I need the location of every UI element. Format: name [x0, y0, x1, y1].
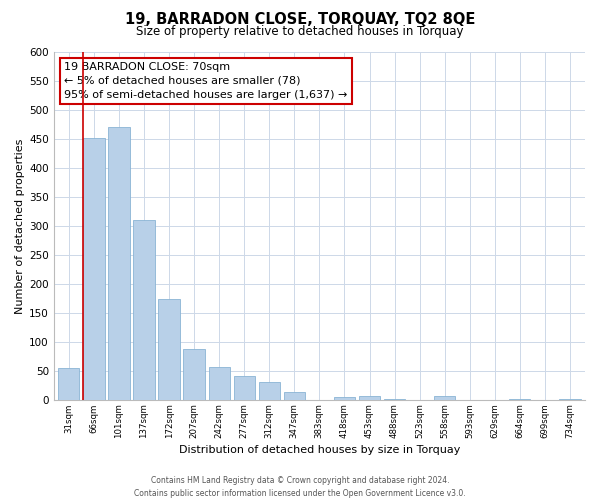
Text: Size of property relative to detached houses in Torquay: Size of property relative to detached ho…: [136, 25, 464, 38]
Bar: [209, 366, 230, 400]
Bar: [184, 349, 205, 401]
Bar: [359, 396, 380, 400]
Bar: [158, 298, 179, 400]
Bar: [83, 138, 104, 400]
Text: 19, BARRADON CLOSE, TORQUAY, TQ2 8QE: 19, BARRADON CLOSE, TORQUAY, TQ2 8QE: [125, 12, 475, 28]
Bar: [434, 396, 455, 400]
X-axis label: Distribution of detached houses by size in Torquay: Distribution of detached houses by size …: [179, 445, 460, 455]
Bar: [284, 392, 305, 400]
Bar: [58, 368, 79, 400]
Bar: [233, 376, 255, 400]
Bar: [384, 399, 405, 400]
Bar: [108, 127, 130, 400]
Text: Contains HM Land Registry data © Crown copyright and database right 2024.
Contai: Contains HM Land Registry data © Crown c…: [134, 476, 466, 498]
Text: 19 BARRADON CLOSE: 70sqm
← 5% of detached houses are smaller (78)
95% of semi-de: 19 BARRADON CLOSE: 70sqm ← 5% of detache…: [64, 62, 348, 100]
Bar: [559, 399, 581, 400]
Bar: [259, 382, 280, 400]
Bar: [334, 398, 355, 400]
Y-axis label: Number of detached properties: Number of detached properties: [15, 138, 25, 314]
Bar: [509, 398, 530, 400]
Bar: [133, 220, 155, 400]
